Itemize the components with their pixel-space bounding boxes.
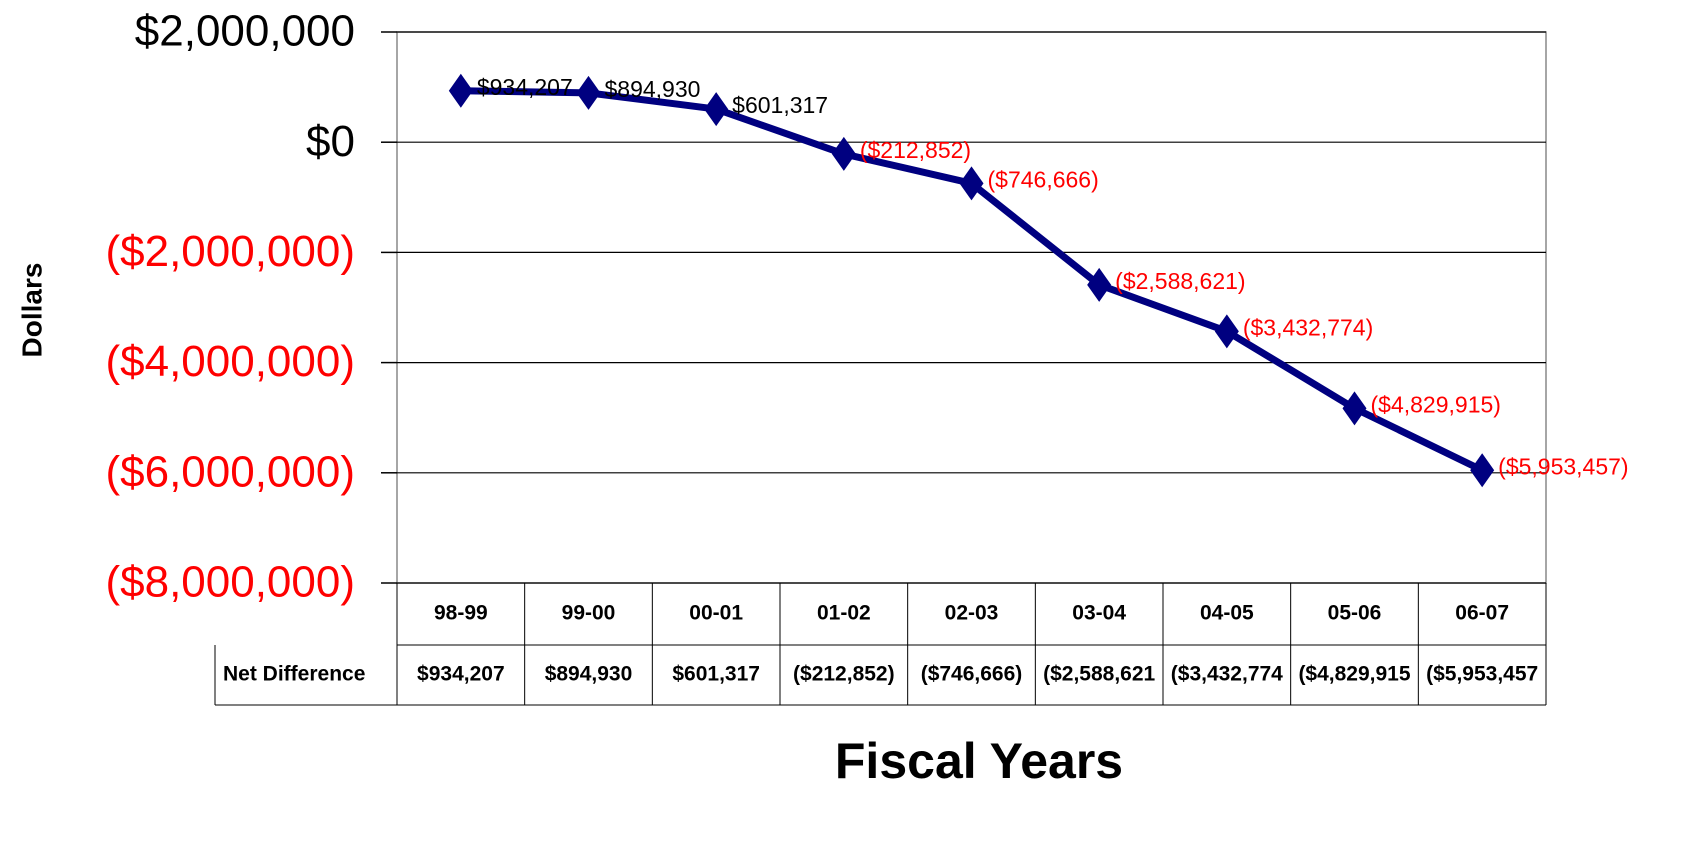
y-axis-label: Dollars xyxy=(16,263,47,358)
x-tick-label: 04-05 xyxy=(1200,602,1254,625)
data-point xyxy=(831,136,856,171)
table-cell: $934,207 xyxy=(417,663,505,686)
data-label: ($3,432,774) xyxy=(1243,314,1373,340)
table-cell: ($2,588,621 xyxy=(1043,663,1155,686)
x-tick-label: 05-06 xyxy=(1328,602,1382,625)
table-cell: ($4,829,915 xyxy=(1298,663,1410,686)
data-label: ($212,852) xyxy=(860,137,971,163)
x-tick-label: 02-03 xyxy=(945,602,999,625)
x-tick-label: 98-99 xyxy=(434,602,488,625)
data-label: ($746,666) xyxy=(988,166,1099,192)
data-point xyxy=(959,166,984,201)
x-axis-label: Fiscal Years xyxy=(835,733,1123,789)
table-cell: ($212,852) xyxy=(793,663,895,686)
y-tick-label: $2,000,000 xyxy=(135,7,355,56)
table-cell: ($3,432,774 xyxy=(1171,663,1283,686)
y-tick-label: ($8,000,000) xyxy=(105,558,355,607)
x-tick-label: 00-01 xyxy=(689,602,743,625)
x-tick-label: 01-02 xyxy=(817,602,871,625)
x-tick-label: 06-07 xyxy=(1455,602,1509,625)
data-label: $601,317 xyxy=(732,92,828,118)
y-tick-label: ($2,000,000) xyxy=(105,227,355,276)
table-cell: $894,930 xyxy=(545,663,633,686)
data-point xyxy=(1087,267,1112,302)
table-row-header: Net Difference xyxy=(223,663,365,686)
x-tick-label: 03-04 xyxy=(1072,602,1126,625)
x-tick-label: 99-00 xyxy=(562,602,616,625)
data-point xyxy=(448,73,473,108)
data-label: ($4,829,915) xyxy=(1371,391,1501,417)
data-label: $894,930 xyxy=(605,76,701,102)
table-cell: $601,317 xyxy=(672,663,760,686)
data-label: ($2,588,621) xyxy=(1115,268,1245,294)
data-point xyxy=(1214,314,1239,349)
y-tick-label: ($6,000,000) xyxy=(105,447,355,496)
data-point xyxy=(1470,453,1495,488)
data-point xyxy=(576,75,601,110)
data-point xyxy=(1342,391,1367,426)
data-label: $934,207 xyxy=(477,74,573,100)
y-tick-label: $0 xyxy=(306,117,355,166)
plot-frame xyxy=(396,31,1547,584)
data-point xyxy=(704,92,729,127)
data-label: ($5,953,457) xyxy=(1498,453,1628,479)
data-line xyxy=(460,87,1484,474)
table-cell: ($5,953,457 xyxy=(1426,663,1538,686)
table-cell: ($746,666) xyxy=(921,663,1023,686)
y-tick-label: ($4,000,000) xyxy=(105,337,355,386)
